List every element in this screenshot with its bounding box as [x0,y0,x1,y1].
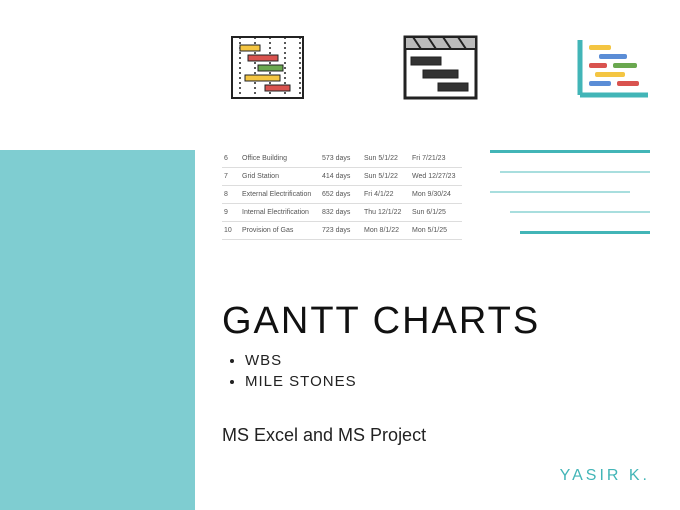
project-table: 6 Office Building 573 days Sun 5/1/22 Fr… [222,150,462,240]
main-title: GANTT CHARTS [222,300,540,343]
author-name: YASIR K. [560,467,650,485]
row-start: Mon 8/1/22 [364,227,412,234]
row-end: Mon 9/30/24 [412,191,460,198]
bullet-item: MILE STONES [245,373,357,390]
row-start: Thu 12/1/22 [364,209,412,216]
timeline-bar [490,191,630,193]
row-end: Fri 7/21/23 [412,155,460,162]
timeline-bar [510,211,650,213]
row-name: Internal Electrification [242,209,322,216]
row-name: Office Building [242,155,322,162]
table-row: 8 External Electrification 652 days Fri … [222,186,462,204]
row-dur: 832 days [322,209,364,216]
bullet-list: WBS MILE STONES [245,352,357,394]
bullet-item: WBS [245,352,357,369]
timeline-bars [490,150,650,252]
gantt-row-icon [230,35,305,100]
timeline-bar [500,171,650,173]
row-name: Grid Station [242,173,322,180]
table-row: 9 Internal Electrification 832 days Thu … [222,204,462,222]
row-num: 7 [224,173,242,180]
timeline-bar [490,150,650,153]
row-num: 8 [224,191,242,198]
icons-row [230,35,650,100]
row-num: 6 [224,155,242,162]
subtitle-text: MS Excel and MS Project [222,425,426,446]
gantt-dark-icon [403,35,478,100]
row-start: Fri 4/1/22 [364,191,412,198]
row-dur: 414 days [322,173,364,180]
table-row: 7 Grid Station 414 days Sun 5/1/22 Wed 1… [222,168,462,186]
row-name: External Electrification [242,191,322,198]
timeline-bar [520,231,650,234]
row-dur: 573 days [322,155,364,162]
row-end: Wed 12/27/23 [412,173,460,180]
row-dur: 652 days [322,191,364,198]
row-num: 9 [224,209,242,216]
chart-axis-icon [575,35,650,100]
row-end: Sun 6/1/25 [412,209,460,216]
row-start: Sun 5/1/22 [364,155,412,162]
row-end: Mon 5/1/25 [412,227,460,234]
row-num: 10 [224,227,242,234]
row-dur: 723 days [322,227,364,234]
row-start: Sun 5/1/22 [364,173,412,180]
sidebar-block [0,150,195,510]
row-name: Provision of Gas [242,227,322,234]
table-row: 10 Provision of Gas 723 days Mon 8/1/22 … [222,222,462,240]
table-row: 6 Office Building 573 days Sun 5/1/22 Fr… [222,150,462,168]
